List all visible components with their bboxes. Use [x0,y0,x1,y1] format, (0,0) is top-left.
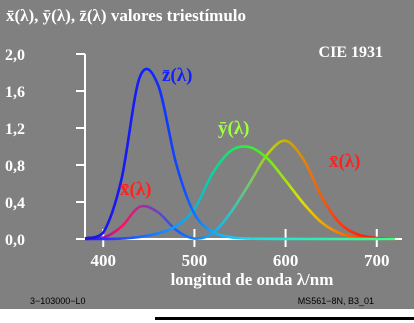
footer-left: 3−103000−L0 [30,296,86,306]
x-axis-label: longitud de onda λ/nm [171,270,334,289]
standard-label: CIE 1931 [319,44,383,61]
x-tick-label: 400 [90,251,116,270]
y-tick-label: 0,0 [5,232,25,249]
series-layer [84,67,396,241]
bottom-rule [155,317,414,320]
y-series-label: ȳ(λ) [218,118,250,139]
x-axis-ticks: 400 500 600 700 [90,229,390,270]
y-tick-label: 0,8 [5,158,25,175]
x-tick-label: 700 [364,251,390,270]
footer-right: MS561−8N, B3_01 [298,296,374,306]
x-bar-curve [84,139,396,241]
z-series-label: z̄(λ) [162,65,192,86]
y-tick-label: 1,6 [5,84,25,101]
y-bar-curve [85,145,396,241]
chart-frame [0,0,414,309]
z-bar-curve [84,67,395,241]
y-axis-ticks: 0,0 0,4 0,8 1,2 1,6 2,0 [5,47,85,249]
x-tick-label: 500 [182,251,208,270]
y-tick-label: 0,4 [5,195,25,212]
y-tick-label: 2,0 [5,47,25,64]
x-series-label-right: x̄(λ) [329,151,361,172]
x-series-label-left: x̄(λ) [120,179,152,200]
y-tick-label: 1,2 [5,121,25,138]
x-tick-label: 600 [273,251,299,270]
chart-title: x̄(λ), ȳ(λ), z̄(λ) valores triestímulo [6,6,246,25]
